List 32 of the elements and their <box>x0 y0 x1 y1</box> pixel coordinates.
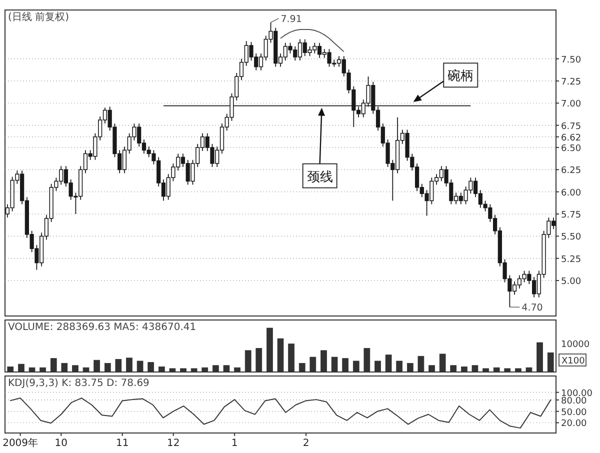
annotation-box: X100 <box>558 354 586 366</box>
y-tick-label: 5.75 <box>561 210 582 220</box>
x-tick-label: 12 <box>166 438 180 449</box>
x-tick-label: 1 <box>231 438 238 449</box>
y-tick-label: 6.25 <box>561 166 582 176</box>
y-tick-label: 6.75 <box>561 122 582 132</box>
y-tick-label: 7.25 <box>561 77 582 88</box>
chart-title: KDJ(9,3,3) K: 83.75 D: 78.69 <box>8 378 150 389</box>
y-tick-label: 20.00 <box>561 419 588 430</box>
y-tick-label: 50.00 <box>561 408 588 418</box>
line-series <box>10 398 552 429</box>
text: 10000 <box>561 340 590 350</box>
line-series <box>280 29 344 52</box>
x-tick-label: 2009年 <box>2 437 38 449</box>
annotation: 碗柄 <box>448 69 474 84</box>
y-tick-label: 5.00 <box>561 277 582 288</box>
y-tick-label: 5.50 <box>561 232 582 243</box>
y-tick-label: 7.00 <box>561 100 582 110</box>
y-tick-label: 7.50 <box>561 55 582 66</box>
annotation: 4.70 <box>522 302 543 314</box>
y-tick-label: 6.50 <box>561 144 582 154</box>
x-tick-label: 2 <box>302 438 310 449</box>
annotation: 7.91 <box>280 14 302 25</box>
x-tick-label: 10 <box>54 438 68 449</box>
annotation: 颈线 <box>306 170 333 185</box>
y-tick-label: 80.00 <box>561 396 588 406</box>
x-tick-label: 11 <box>116 438 129 449</box>
y-tick-label: 6.62 <box>561 133 582 144</box>
y-tick-label: 5.25 <box>561 254 582 265</box>
y-tick-label: 6.00 <box>561 188 582 198</box>
chart-title: VOLUME: 288369.63 MA5: 438670.41 <box>8 322 196 333</box>
chart-title: (日线 前复权) <box>8 11 70 23</box>
